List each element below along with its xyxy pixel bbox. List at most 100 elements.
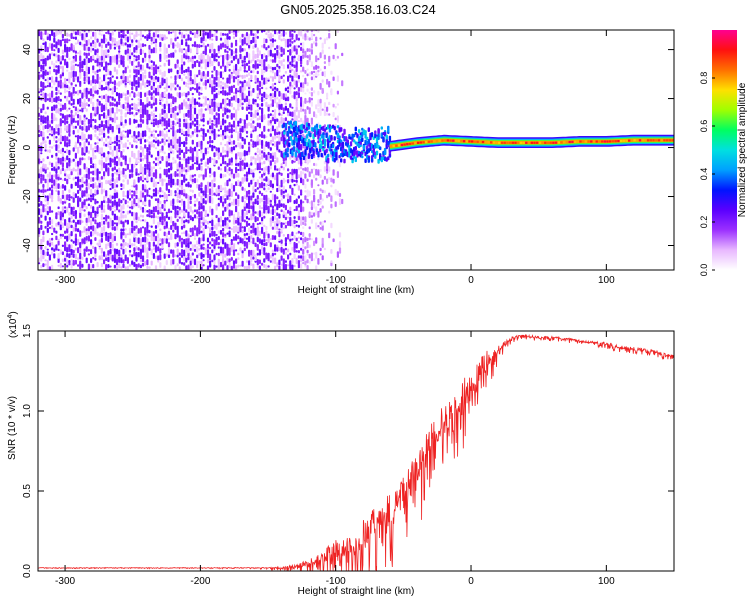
spectrogram-cell: [135, 45, 138, 51]
spectrogram-cell: [87, 263, 90, 270]
spectrogram-cell: [59, 233, 62, 237]
spectrogram-cell: [90, 183, 93, 188]
spectrogram-cell: [120, 80, 123, 85]
spectrogram-cell: [103, 231, 106, 236]
spectrogram-cell: [189, 235, 192, 238]
spectrogram-cell: [239, 118, 242, 124]
spectrogram-cell: [187, 104, 190, 110]
spectrogram-cell: [202, 236, 205, 242]
spectrogram-cell: [189, 57, 192, 62]
spectrogram-cell: [261, 154, 264, 160]
spectrogram-cell: [79, 230, 82, 237]
spectrogram-cell: [315, 222, 318, 230]
spectrogram-cell: [248, 122, 251, 127]
spectrogram-cell: [118, 157, 121, 162]
spectrogram-cell: [304, 50, 307, 58]
spectrogram-cell: [308, 201, 311, 204]
spectrogram-cell: [141, 157, 145, 162]
spectrogram-cell: [230, 102, 233, 108]
spectrogram-cell: [87, 104, 90, 107]
spectrogram-cell: [295, 80, 298, 86]
spectrogram-cell: [92, 197, 95, 201]
spectrogram-cell: [293, 70, 296, 77]
spectrogram-cell: [217, 192, 220, 197]
spectrogram-cell: [274, 176, 277, 181]
spectrogram-cell: [72, 64, 75, 71]
spectrogram-cell: [48, 206, 51, 211]
spectrogram-cell: [137, 76, 140, 82]
spectrogram-cell: [46, 120, 49, 125]
spectrogram-cell: [315, 237, 318, 244]
spectrogram-cell: [137, 154, 140, 161]
spectrogram-cell: [191, 174, 194, 178]
spectrogram-cell: [198, 223, 201, 230]
spectrogram-cell: [92, 106, 95, 111]
spectrogram-cell: [161, 156, 164, 161]
spectrogram-cell: [211, 185, 214, 190]
spectrogram-cell: [291, 63, 294, 67]
spectrogram-cell: [131, 111, 134, 115]
spectrogram-cell: [280, 33, 283, 37]
spectrogram-cell: [57, 157, 60, 164]
spectrogram-cell: [66, 168, 69, 171]
spectrogram-cell: [96, 89, 99, 95]
spectrogram-cell: [325, 148, 328, 153]
spectrogram-cell: [165, 120, 168, 127]
spectrogram-cell: [94, 257, 97, 261]
spectrogram-cell: [278, 34, 281, 40]
spectrogram-cell: [330, 195, 333, 202]
spectrogram-cell: [252, 263, 255, 269]
spectrogram-cell: [224, 125, 227, 133]
spectrogram-cell: [241, 152, 244, 157]
spectrogram-cell: [183, 174, 186, 180]
spectrogram-cell: [167, 248, 171, 255]
spectrogram-cell: [274, 199, 277, 204]
spectrogram-cell: [113, 136, 116, 141]
spectrogram-cell: [79, 252, 82, 260]
spectrogram-cell: [51, 251, 54, 256]
spectrogram-cell: [68, 173, 71, 179]
spectrogram-cell: [90, 219, 93, 226]
spectrogram-cell: [115, 141, 119, 147]
spectrogram-cell: [243, 119, 246, 125]
spectrogram-cell: [92, 264, 95, 269]
spectrogram-cell: [274, 194, 277, 201]
spectrogram-cell: [137, 237, 140, 244]
spectrogram-cell: [135, 225, 138, 229]
spectrogram-cell: [248, 65, 251, 71]
spectrogram-cell: [302, 221, 305, 225]
spectrogram-cell: [202, 117, 205, 123]
spectrogram-cell: [137, 111, 140, 114]
spectrogram-cell: [150, 154, 153, 158]
spectrogram-cell: [284, 160, 287, 167]
spectrogram-cell: [107, 41, 110, 46]
spectrogram-cell: [300, 55, 303, 62]
spectrogram-cell: [40, 249, 43, 255]
spectrogram-cell: [317, 151, 320, 156]
spectrogram-cell: [118, 124, 121, 128]
spectrogram-cell: [135, 168, 138, 173]
spectrogram-cell: [209, 241, 212, 245]
spectrogram-cell: [103, 132, 106, 138]
spectrogram-cell: [217, 246, 220, 249]
spectrogram-cell: [189, 265, 192, 270]
spectrogram-cell: [255, 28, 257, 30]
spectrogram-cell: [222, 195, 225, 201]
spectrogram-cell: [87, 97, 90, 102]
spectrogram-cell: [219, 134, 223, 137]
spectrogram-cell: [250, 162, 253, 166]
spectrogram-cell: [57, 127, 60, 135]
spectrogram-cell: [215, 112, 218, 116]
spectrogram-cell: [258, 50, 261, 56]
spectrogram-cell: [139, 123, 142, 128]
spectrogram-cell: [113, 156, 116, 164]
spectrogram-cell: [321, 179, 324, 185]
spectrogram-cell: [126, 36, 129, 43]
spectrogram-cell: [148, 135, 151, 139]
spectrogram-cell: [87, 168, 90, 175]
spectrogram-cell: [44, 116, 47, 124]
spectrogram-cell: [94, 133, 97, 138]
spectrogram-cell: [304, 195, 307, 201]
spectrogram-cell: [133, 212, 136, 219]
spectrogram-cell: [295, 243, 298, 249]
